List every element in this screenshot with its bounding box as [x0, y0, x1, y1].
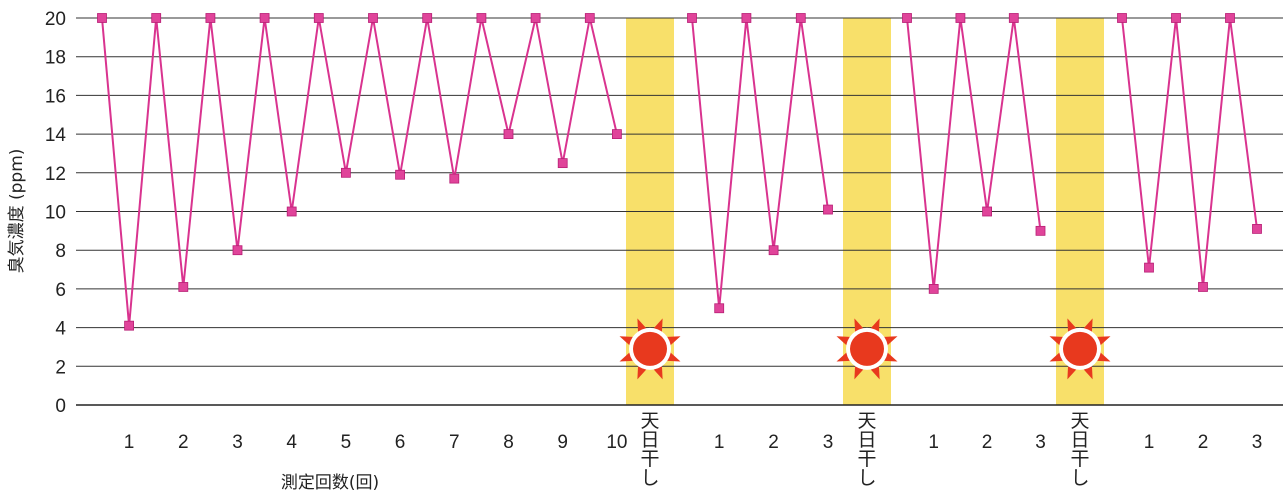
- x-tick-label: 2: [1198, 432, 1209, 453]
- sun-drying-label-2: 日: [857, 429, 876, 451]
- x-tick-label: 4: [286, 432, 297, 453]
- y-tick-label: 10: [45, 203, 66, 224]
- y-tick-label: 16: [45, 86, 66, 107]
- data-point: [1171, 13, 1181, 23]
- data-point: [340, 167, 351, 178]
- x-tick-label: 7: [449, 432, 460, 453]
- x-tick-label: 1: [124, 432, 135, 453]
- data-point: [178, 282, 189, 292]
- data-point: [795, 13, 806, 23]
- data-point: [151, 13, 162, 23]
- y-tick-label: 8: [55, 241, 66, 262]
- x-tick-label: 1: [928, 432, 939, 453]
- data-point: [205, 13, 216, 23]
- data-point: [1252, 224, 1262, 234]
- x-tick-label: 5: [341, 432, 352, 453]
- sun-drying-label-1: 干: [640, 448, 659, 470]
- series-line-segment-4: [1121, 17, 1258, 288]
- data-point: [955, 13, 966, 23]
- data-point: [823, 204, 833, 215]
- data-point: [368, 13, 378, 23]
- data-point: [476, 13, 487, 23]
- sun-drying-label-3: 天: [1070, 410, 1089, 432]
- data-point: [612, 129, 622, 140]
- sun-icon-2: [850, 331, 884, 366]
- y-tick-label: 4: [55, 319, 66, 340]
- data-point: [286, 206, 297, 217]
- x-tick-label: 10: [606, 432, 627, 453]
- y-tick-label: 2: [55, 357, 66, 378]
- data-point: [1225, 13, 1235, 23]
- sun-drying-label-1: 日: [640, 429, 659, 451]
- y-tick-label: 12: [45, 164, 66, 185]
- sun-drying-label-2: 天: [857, 410, 876, 432]
- x-tick-label: 2: [982, 432, 993, 453]
- data-point: [97, 13, 107, 23]
- x-tick-label: 2: [178, 432, 189, 453]
- data-point: [124, 320, 134, 331]
- x-tick-label: 2: [768, 432, 779, 453]
- data-point: [557, 158, 568, 169]
- x-tick-label: 3: [1252, 432, 1263, 453]
- series-line-segment-1: [101, 17, 618, 326]
- x-tick-label: 1: [1144, 432, 1155, 453]
- data-point: [422, 13, 433, 23]
- data-point: [1117, 13, 1127, 23]
- sun-icon-1: [633, 331, 667, 366]
- data-point: [313, 13, 324, 23]
- data-point: [584, 13, 595, 23]
- sun-drying-label-2: し: [857, 467, 876, 489]
- series-line-segment-2: [691, 17, 829, 309]
- x-axis-label: 測定回数(回): [281, 473, 379, 493]
- y-tick-label: 20: [45, 9, 66, 30]
- data-point: [1035, 225, 1046, 236]
- data-point: [259, 13, 270, 23]
- x-tick-label: 6: [395, 432, 406, 453]
- sun-drying-label-1: 天: [640, 410, 659, 432]
- y-axis-label: 臭気濃度 (ppm): [7, 149, 27, 274]
- sun-drying-label-3: し: [1070, 467, 1089, 489]
- sun-drying-label-3: 日: [1070, 429, 1089, 451]
- series-line-segment-3: [906, 17, 1042, 289]
- sun-icon-3: [1063, 331, 1097, 366]
- data-point: [530, 13, 541, 23]
- x-tick-label: 3: [232, 432, 243, 453]
- y-tick-label: 0: [55, 396, 66, 417]
- data-point: [687, 13, 697, 23]
- data-point: [395, 169, 406, 180]
- sun-drying-label-3: 干: [1070, 448, 1089, 470]
- data-point: [768, 245, 779, 256]
- data-point: [1008, 13, 1019, 23]
- x-tick-label: 3: [823, 432, 834, 453]
- data-point: [902, 13, 912, 23]
- x-tick-label: 3: [1035, 432, 1046, 453]
- y-tick-label: 18: [45, 48, 66, 69]
- data-point: [714, 303, 725, 314]
- sun-drying-label-1: し: [640, 467, 659, 489]
- data-point: [928, 283, 939, 294]
- data-point: [1144, 262, 1154, 273]
- data-point: [449, 173, 460, 184]
- x-tick-label: 8: [503, 432, 514, 453]
- data-point: [741, 13, 752, 23]
- y-tick-label: 6: [55, 280, 66, 301]
- sun-drying-label-2: 干: [857, 448, 876, 470]
- y-tick-label: 14: [45, 125, 67, 146]
- data-point: [503, 129, 514, 140]
- data-point: [232, 245, 243, 256]
- x-tick-label: 1: [714, 432, 725, 453]
- x-tick-label: 9: [557, 432, 568, 453]
- data-point: [982, 206, 992, 217]
- data-point: [1198, 282, 1208, 292]
